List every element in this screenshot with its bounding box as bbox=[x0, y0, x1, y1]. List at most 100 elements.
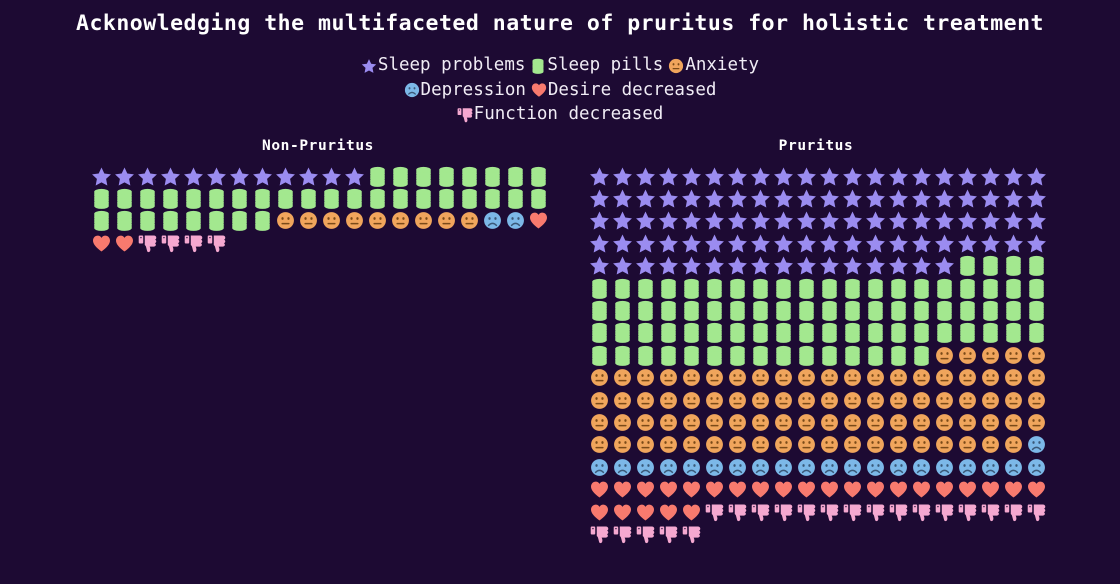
waffle-cell-anxiety bbox=[634, 389, 657, 411]
waffle-cell-function-decreased bbox=[1002, 501, 1025, 523]
waffle-cell-sleep-pills bbox=[680, 322, 703, 344]
legend-label: Sleep pills bbox=[547, 55, 664, 75]
waffle-cell-sleep-problems bbox=[228, 165, 251, 187]
waffle-cell-anxiety bbox=[680, 367, 703, 389]
waffle-cell-sleep-pills bbox=[703, 277, 726, 299]
legend-item-anxiety[interactable]: Anxiety bbox=[668, 54, 759, 78]
waffle-cell-depression bbox=[887, 456, 910, 478]
waffle-cell-sleep-problems bbox=[933, 232, 956, 254]
waffle-cell-anxiety bbox=[588, 434, 611, 456]
legend-item-sleep-pills[interactable]: Sleep pills bbox=[530, 54, 663, 78]
waffle-cell-depression bbox=[657, 456, 680, 478]
waffle-cell-desire-decreased bbox=[611, 478, 634, 500]
waffle-cell-sleep-pills bbox=[389, 187, 412, 209]
waffle-cell-sleep-pills bbox=[159, 187, 182, 209]
waffle-cell-anxiety bbox=[841, 434, 864, 456]
legend-item-depression[interactable]: Depression bbox=[404, 79, 526, 103]
legend-item-function-decreased[interactable]: Function decreased bbox=[457, 103, 663, 127]
waffle-cell-depression bbox=[818, 456, 841, 478]
waffle-cell-sleep-pills bbox=[910, 344, 933, 366]
panel-non-pruritus: Non-Pruritus bbox=[90, 138, 550, 255]
waffle-cell-sleep-problems bbox=[726, 255, 749, 277]
waffle-cell-depression bbox=[749, 456, 772, 478]
waffle-cell-sleep-pills bbox=[611, 277, 634, 299]
waffle-cell-anxiety bbox=[611, 434, 634, 456]
waffle-cell-sleep-pills bbox=[887, 322, 910, 344]
waffle-cell-desire-decreased bbox=[703, 478, 726, 500]
legend-row: Sleep problems Sleep pills Anxiety bbox=[0, 54, 1120, 79]
waffle-cell-sleep-problems bbox=[795, 210, 818, 232]
waffle-cell-sleep-pills bbox=[772, 344, 795, 366]
waffle-cell-sleep-problems bbox=[933, 165, 956, 187]
waffle-cell-anxiety bbox=[1002, 411, 1025, 433]
waffle-cell-desire-decreased bbox=[611, 501, 634, 523]
waffle-cell-anxiety bbox=[887, 389, 910, 411]
waffle-cell-sleep-pills bbox=[159, 210, 182, 232]
waffle-cell-depression bbox=[611, 456, 634, 478]
waffle-cell-anxiety bbox=[435, 210, 458, 232]
waffle-cell-function-decreased bbox=[159, 232, 182, 254]
waffle-cell-sleep-pills bbox=[910, 277, 933, 299]
waffle-cell-sleep-problems bbox=[749, 210, 772, 232]
waffle-cell-desire-decreased bbox=[933, 478, 956, 500]
waffle-cell-anxiety bbox=[910, 434, 933, 456]
waffle-cell-sleep-problems bbox=[887, 187, 910, 209]
waffle-cell-sleep-pills bbox=[703, 299, 726, 321]
waffle-cell-function-decreased bbox=[933, 501, 956, 523]
waffle-cell-anxiety bbox=[274, 210, 297, 232]
waffle-cell-sleep-problems bbox=[703, 187, 726, 209]
waffle-cell-anxiety bbox=[1025, 411, 1048, 433]
waffle-cell-anxiety bbox=[680, 411, 703, 433]
waffle-cell-sleep-pills bbox=[297, 187, 320, 209]
waffle-cell-sleep-problems bbox=[205, 165, 228, 187]
waffle-cell-sleep-problems bbox=[251, 165, 274, 187]
waffle-cell-sleep-problems bbox=[680, 232, 703, 254]
waffle-cell-sleep-problems bbox=[726, 165, 749, 187]
waffle-cell-anxiety bbox=[841, 411, 864, 433]
waffle-cell-sleep-problems bbox=[611, 255, 634, 277]
waffle-cell-sleep-problems bbox=[634, 232, 657, 254]
waffle-cell-sleep-pills bbox=[887, 299, 910, 321]
waffle-cell-sleep-problems bbox=[611, 232, 634, 254]
waffle-cell-sleep-pills bbox=[749, 344, 772, 366]
waffle-cell-sleep-pills bbox=[795, 322, 818, 344]
legend-item-sleep-problems[interactable]: Sleep problems bbox=[361, 54, 525, 78]
waffle-cell-sleep-problems bbox=[588, 232, 611, 254]
waffle-cell-depression bbox=[703, 456, 726, 478]
waffle-cell-desire-decreased bbox=[527, 210, 550, 232]
waffle-cell-sleep-problems bbox=[887, 210, 910, 232]
waffle-cell-anxiety bbox=[864, 367, 887, 389]
waffle-cell-depression bbox=[956, 456, 979, 478]
waffle-cell-anxiety bbox=[343, 210, 366, 232]
waffle-cell-sleep-problems bbox=[749, 187, 772, 209]
waffle-cell-depression bbox=[795, 456, 818, 478]
waffle-cell-function-decreased bbox=[818, 501, 841, 523]
waffle-cell-sleep-pills bbox=[864, 299, 887, 321]
waffle-cell-anxiety bbox=[1002, 344, 1025, 366]
waffle-cell-anxiety bbox=[297, 210, 320, 232]
waffle-cell-sleep-pills bbox=[634, 277, 657, 299]
waffle-cell-anxiety bbox=[795, 411, 818, 433]
waffle-cell-sleep-problems bbox=[1025, 210, 1048, 232]
waffle-cell-desire-decreased bbox=[657, 501, 680, 523]
waffle-cell-anxiety bbox=[956, 344, 979, 366]
waffle-cell-depression bbox=[1025, 456, 1048, 478]
waffle-cell-anxiety bbox=[956, 389, 979, 411]
waffle-cell-sleep-problems bbox=[841, 165, 864, 187]
waffle-cell-function-decreased bbox=[657, 523, 680, 545]
waffle-cell-sleep-pills bbox=[703, 344, 726, 366]
waffle-cell-anxiety bbox=[818, 434, 841, 456]
waffle-cell-anxiety bbox=[956, 411, 979, 433]
waffle-grid-non-pruritus bbox=[90, 165, 550, 255]
waffle-cell-anxiety bbox=[887, 434, 910, 456]
waffle-cell-sleep-pills bbox=[772, 322, 795, 344]
waffle-cell-sleep-pills bbox=[588, 299, 611, 321]
waffle-cell-sleep-pills bbox=[458, 187, 481, 209]
waffle-cell-sleep-problems bbox=[772, 232, 795, 254]
waffle-cell-anxiety bbox=[933, 434, 956, 456]
waffle-cell-sleep-problems bbox=[182, 165, 205, 187]
waffle-cell-function-decreased bbox=[979, 501, 1002, 523]
legend-item-desire-decreased[interactable]: Desire decreased bbox=[531, 79, 716, 103]
waffle-cell-sleep-pills bbox=[956, 322, 979, 344]
